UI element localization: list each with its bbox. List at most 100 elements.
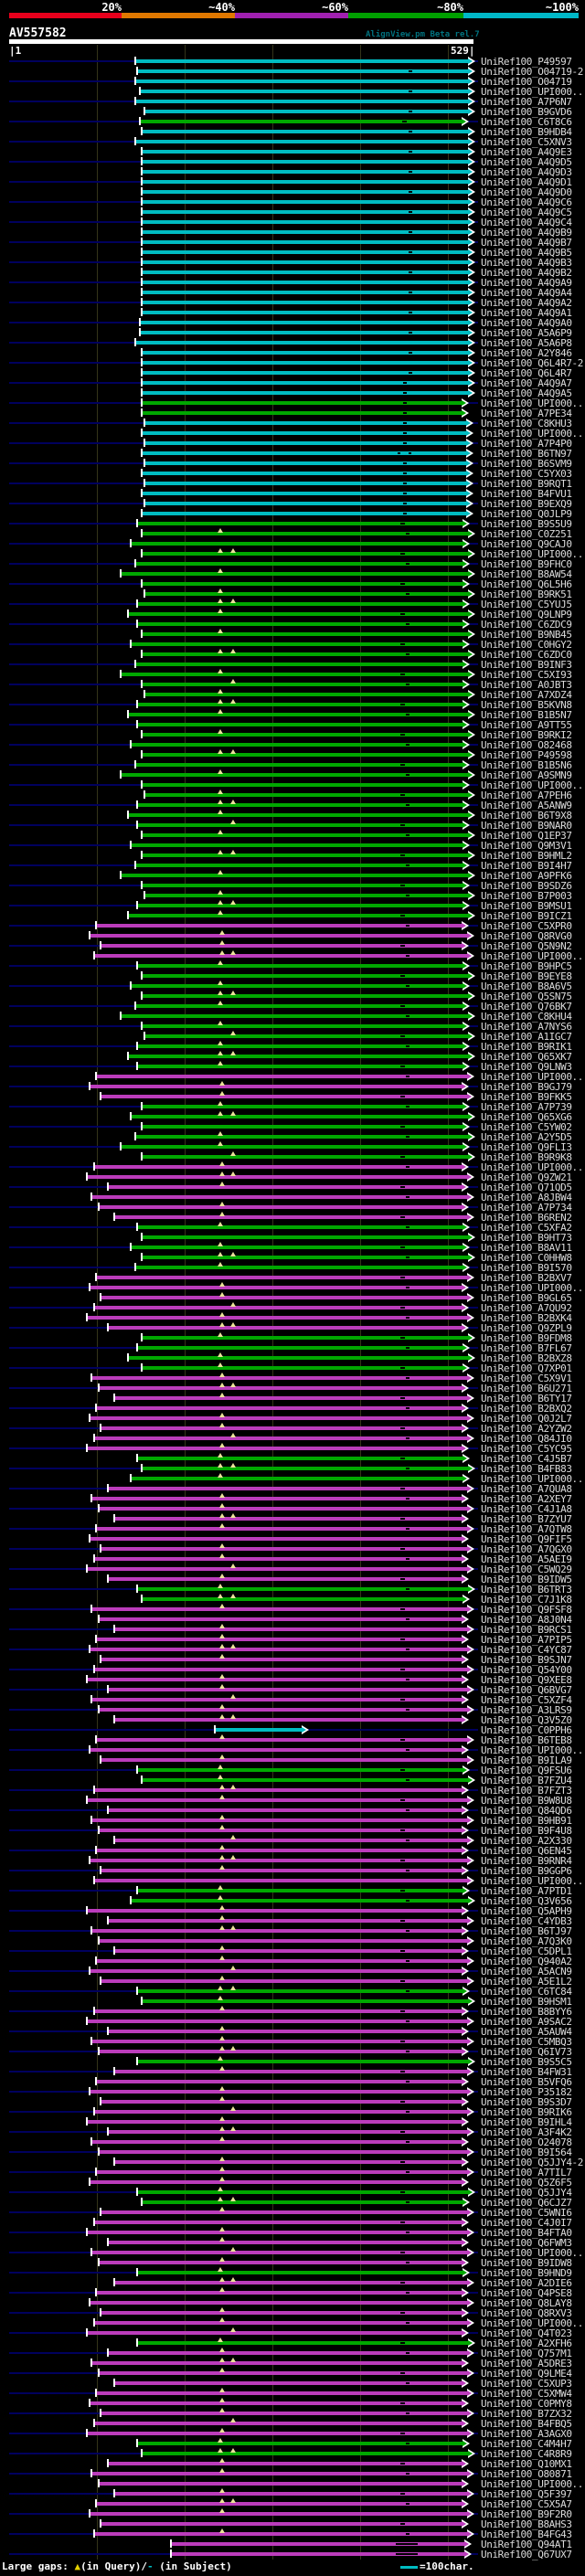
hit-bar[interactable] [128,813,468,817]
hit-label[interactable]: UniRef100_B9HND9 [481,2267,572,2279]
hit-bar[interactable] [121,874,468,877]
hit-bar[interactable] [101,1979,467,1983]
hit-bar[interactable] [99,2371,467,2375]
hit-bar[interactable] [99,1829,462,1832]
hit-label[interactable]: UniRef100_B9GL65 [481,1292,572,1304]
hit-bar[interactable] [87,2019,467,2023]
hit-bar[interactable] [108,2462,462,2465]
hit-label[interactable]: UniRef100_B7FL67 [481,1342,572,1354]
hit-bar[interactable] [142,391,468,395]
hit-label[interactable]: UniRef100_C5YW02 [481,1121,572,1133]
hit-bar[interactable] [87,2432,467,2435]
hit-bar[interactable] [142,351,468,355]
hit-label[interactable]: UniRef100_P35182 [481,2086,572,2098]
hit-label[interactable]: UniRef100_Q5N9N2 [481,940,572,952]
hit-label[interactable]: UniRef100_B7FZT3 [481,1785,572,1797]
hit-label[interactable]: UniRef100_B6U271 [481,1383,572,1394]
hit-bar[interactable] [131,1477,463,1480]
hit-bar[interactable] [99,2150,467,2154]
hit-bar[interactable] [137,1889,463,1892]
hit-bar[interactable] [101,1758,467,1762]
hit-bar[interactable] [91,1698,462,1701]
hit-label[interactable]: UniRef100_C5XFA2 [481,1222,572,1234]
hit-bar[interactable] [108,1185,462,1189]
hit-label[interactable]: UniRef100_A5E1L2 [481,1976,572,1988]
hit-bar[interactable] [101,1547,467,1551]
hit-bar[interactable] [87,2120,462,2124]
hit-bar[interactable] [171,2552,464,2556]
hit-label[interactable]: UniRef100_B6TJ97 [481,1925,572,1937]
hit-label[interactable]: UniRef100_P49597 [481,56,572,68]
hit-bar[interactable] [135,763,463,767]
hit-bar[interactable] [87,1175,467,1179]
hit-label[interactable]: UniRef100_UPI000.. [481,2478,584,2490]
hit-bar[interactable] [108,1577,462,1581]
hit-label[interactable]: UniRef100_B9HB91 [481,1815,572,1827]
hit-bar[interactable] [137,602,463,606]
hit-label[interactable]: UniRef100_C7J1K8 [481,1594,572,1606]
hit-label[interactable]: UniRef100_B9W8U8 [481,1795,572,1807]
hit-bar[interactable] [142,371,468,375]
hit-label[interactable]: UniRef100_A2X330 [481,1835,572,1847]
hit-label[interactable]: UniRef100_B9NAR0 [481,820,572,832]
hit-bar[interactable] [91,1376,467,1380]
hit-label[interactable]: UniRef100_A4Q9D0 [481,186,572,198]
hit-label[interactable]: UniRef100_B9GJ79 [481,1081,572,1093]
hit-label[interactable]: UniRef100_A3AGX0 [481,2428,572,2440]
hit-bar[interactable] [142,291,468,294]
hit-label[interactable]: UniRef100_B9FKK5 [481,1091,572,1103]
hit-label[interactable]: UniRef100_A9SMN9 [481,769,572,781]
hit-bar[interactable] [144,1034,468,1038]
hit-label[interactable]: UniRef100_B8AV11 [481,1242,572,1254]
hit-label[interactable]: UniRef100_A4Q9A1 [481,307,572,319]
hit-label[interactable]: UniRef100_B9RNR4 [481,1855,572,1867]
hit-label[interactable]: UniRef100_B7FZU4 [481,1775,572,1786]
hit-label[interactable]: UniRef100_Q6EN45 [481,1845,572,1857]
hit-label[interactable]: UniRef100_B9NB45 [481,629,572,641]
hit-label[interactable]: UniRef100_C5WNI6 [481,2207,572,2219]
hit-label[interactable]: UniRef100_A4Q9E3 [481,146,572,158]
hit-label[interactable]: UniRef100_C4M4H7 [481,2438,572,2450]
hit-bar[interactable] [137,2190,468,2194]
hit-label[interactable]: UniRef100_Q9FSU6 [481,1765,572,1776]
hit-label[interactable]: UniRef100_A7Q3K0 [481,1935,572,1947]
hit-label[interactable]: UniRef100_A7P739 [481,1101,572,1113]
hit-label[interactable]: UniRef100_Q6CJZ7 [481,2197,572,2209]
hit-bar[interactable] [101,2210,467,2214]
hit-bar[interactable] [96,1638,462,1641]
hit-bar[interactable] [137,622,463,626]
hit-label[interactable]: UniRef100_UPI000.. [481,1071,584,1083]
hit-bar[interactable] [96,924,462,928]
hit-bar[interactable] [142,361,468,365]
hit-label[interactable]: UniRef100_A5A6P8 [481,337,572,349]
hit-label[interactable]: UniRef100_A2Y846 [481,347,572,359]
hit-label[interactable]: UniRef100_A7PEH6 [481,790,572,801]
hit-label[interactable]: UniRef100_Q76BK7 [481,1001,572,1012]
hit-label[interactable]: UniRef100_B9RK51 [481,588,572,600]
hit-label[interactable]: UniRef100_A9TT55 [481,719,572,731]
hit-bar[interactable] [142,250,468,254]
hit-label[interactable]: UniRef100_B9RIK6 [481,2106,572,2118]
hit-label[interactable]: UniRef100_B8A6V5 [481,981,572,992]
hit-bar[interactable] [137,2060,468,2063]
hit-label[interactable]: UniRef100_A4Q9B3 [481,257,572,269]
hit-bar[interactable] [137,1768,463,1772]
hit-bar[interactable] [142,180,468,184]
hit-label[interactable]: UniRef100_Q67UX7 [481,2549,572,2560]
hit-bar[interactable] [142,833,468,837]
hit-bar[interactable] [91,2140,462,2144]
hit-label[interactable]: UniRef100_B9SJN7 [481,1654,572,1666]
hit-label[interactable]: UniRef100_B9HML2 [481,850,572,862]
hit-bar[interactable] [142,683,463,686]
hit-label[interactable]: UniRef100_Q1EP37 [481,830,572,842]
hit-bar[interactable] [137,1225,463,1229]
hit-label[interactable]: UniRef100_Q71QD5 [481,1182,572,1193]
hit-label[interactable]: UniRef100_B6TY17 [481,1393,572,1405]
hit-bar[interactable] [142,240,468,244]
hit-bar[interactable] [114,1396,467,1400]
hit-bar[interactable] [94,1879,467,1882]
hit-bar[interactable] [128,713,468,716]
hit-label[interactable]: UniRef100_B4FB83 [481,1463,572,1475]
hit-label[interactable]: UniRef100_A4Q9B5 [481,247,572,259]
hit-bar[interactable] [94,2110,467,2114]
